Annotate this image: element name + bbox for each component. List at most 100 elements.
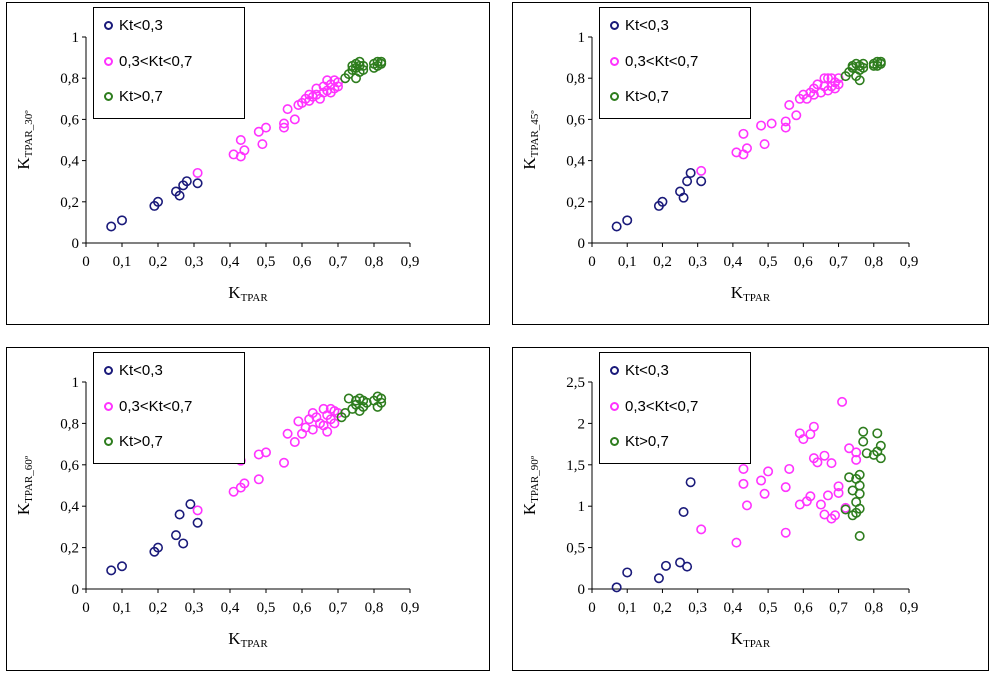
x-tick-label: 0,7	[329, 254, 348, 270]
data-point	[854, 469, 865, 480]
data-point	[282, 104, 293, 115]
legend-label: 0,3<Kt<0,7	[625, 53, 699, 70]
data-point	[741, 143, 752, 154]
data-point	[830, 510, 841, 521]
data-point	[192, 505, 203, 516]
legend-item: Kt>0,7	[610, 88, 669, 105]
legend-item: Kt<0,3	[610, 362, 669, 379]
x-tick-label: 0,8	[864, 254, 883, 270]
data-point	[808, 89, 819, 100]
data-point	[293, 416, 304, 427]
data-point	[738, 463, 749, 474]
x-axis-label: KTPAR	[228, 283, 268, 304]
x-tick-label: 0,6	[293, 254, 312, 270]
legend: Kt<0,3 0,3<Kt<0,7 Kt>0,7	[599, 352, 751, 464]
data-point	[678, 192, 689, 203]
data-point	[289, 437, 300, 448]
data-point	[851, 447, 862, 458]
y-tick-label: 0,8	[60, 71, 79, 87]
data-point	[611, 221, 622, 232]
legend-item: Kt>0,7	[104, 433, 163, 450]
x-tick-label: 0,8	[864, 600, 883, 616]
data-point	[738, 478, 749, 489]
x-tick-label: 0	[82, 254, 90, 270]
data-point	[798, 434, 809, 445]
y-tick-label: 0	[72, 236, 80, 252]
legend: Kt<0,3 0,3<Kt<0,7 Kt>0,7	[93, 352, 245, 464]
data-point	[759, 139, 770, 150]
data-point	[239, 478, 250, 489]
data-point	[239, 145, 250, 156]
data-point	[805, 491, 816, 502]
data-point	[174, 509, 185, 520]
y-tick-label: 2,5	[566, 375, 585, 391]
data-point	[358, 60, 369, 71]
y-tick-label: 0	[578, 582, 586, 598]
data-point	[854, 75, 865, 86]
legend-label: 0,3<Kt<0,7	[625, 398, 699, 415]
y-tick-label: 0,6	[60, 112, 79, 128]
data-point	[858, 62, 869, 73]
data-point	[780, 122, 791, 133]
legend: Kt<0,3 0,3<Kt<0,7 Kt>0,7	[599, 7, 751, 119]
legend-marker	[610, 366, 619, 375]
y-axis-label: KTPAR_90º	[520, 455, 541, 515]
x-tick-label: 0,7	[329, 600, 348, 616]
x-tick-label: 0,6	[794, 600, 813, 616]
y-tick-label: 1	[578, 30, 586, 46]
chart-svg: 0 0,1 0,2 0,3 0,4 0,5 0,6 0,7 0,8 0,9 0 0,2 0,4 0,6 0,…	[14, 375, 419, 650]
data-point	[858, 436, 869, 447]
legend-label: 0,3<Kt<0,7	[119, 53, 193, 70]
y-tick-label: 0,8	[60, 416, 79, 432]
data-point	[738, 128, 749, 139]
data-point	[682, 176, 693, 187]
data-point	[851, 454, 862, 465]
data-point	[756, 475, 767, 486]
legend-label: Kt<0,3	[625, 362, 669, 379]
data-point	[819, 509, 830, 520]
x-tick-label: 0,9	[900, 254, 919, 270]
data-point	[822, 73, 833, 84]
data-point	[261, 447, 272, 458]
data-point	[784, 99, 795, 110]
data-point	[858, 426, 869, 437]
y-tick-label: 0,8	[566, 71, 585, 87]
data-point	[696, 524, 707, 535]
data-point	[826, 458, 837, 469]
data-point	[153, 542, 164, 553]
x-tick-label: 0,4	[724, 254, 743, 270]
x-tick-label: 0,8	[365, 254, 384, 270]
legend-item: Kt>0,7	[104, 88, 163, 105]
x-tick-label: 0,8	[365, 600, 384, 616]
x-tick-label: 0,3	[688, 254, 707, 270]
data-point	[819, 450, 830, 461]
y-tick-label: 1,5	[566, 458, 585, 474]
data-point	[766, 118, 777, 129]
data-point	[307, 424, 318, 435]
legend-label: Kt<0,3	[625, 17, 669, 34]
data-point	[780, 116, 791, 127]
x-tick-label: 0,3	[185, 600, 204, 616]
data-point	[257, 139, 268, 150]
data-point	[812, 457, 823, 468]
data-point	[235, 135, 246, 146]
legend-marker	[104, 21, 113, 30]
data-point	[228, 486, 239, 497]
y-tick-label: 0,4	[566, 154, 585, 170]
x-tick-label: 0,4	[221, 254, 240, 270]
y-tick-label: 1	[72, 375, 80, 391]
legend-item: Kt>0,7	[610, 433, 669, 450]
legend-marker	[104, 437, 113, 446]
data-point	[844, 472, 855, 483]
data-point	[812, 79, 823, 90]
chart-panel-90: 0 0,1 0,2 0,3 0,4 0,5 0,6 0,7 0,8 0,9 0 0,5 1 1,5 2 2,5…	[512, 347, 989, 671]
y-tick-label: 1	[578, 499, 586, 515]
legend-item: 0,3<Kt<0,7	[104, 53, 192, 70]
legend-marker	[104, 92, 113, 101]
data-point	[685, 167, 696, 178]
legend-marker	[610, 402, 619, 411]
chart-svg: 0 0,1 0,2 0,3 0,4 0,5 0,6 0,7 0,8 0,9 0 0,2 0,4 0,6 0,…	[14, 30, 419, 304]
legend-label: Kt<0,3	[119, 362, 163, 379]
x-tick-label: 0,9	[900, 600, 919, 616]
x-axis-label: KTPAR	[228, 629, 268, 650]
